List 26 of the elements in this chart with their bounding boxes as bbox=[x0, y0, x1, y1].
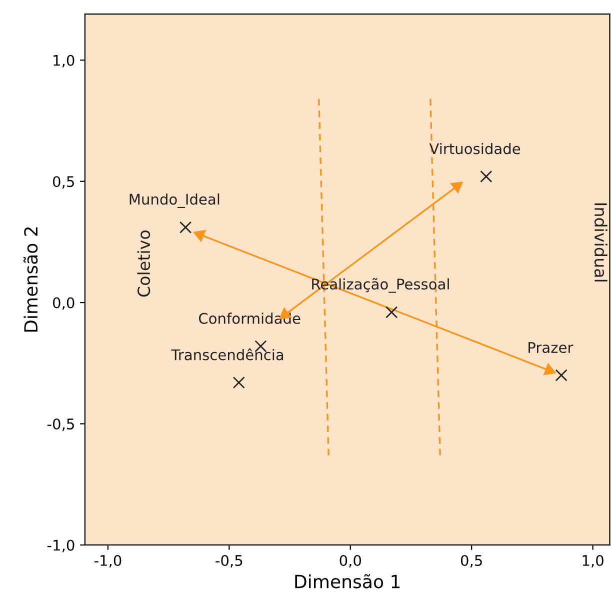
annotation: Conformidade bbox=[198, 312, 300, 324]
x-tick-label: 0,0 bbox=[340, 554, 362, 568]
y-tick-label: 1,0 bbox=[54, 54, 74, 68]
annotation: Prazer bbox=[528, 342, 574, 354]
point bbox=[232, 376, 245, 389]
y-tick-label: 0,0 bbox=[52, 297, 74, 310]
annotation: Coletivo bbox=[137, 230, 150, 297]
x-axis-title: Dimensão 1 bbox=[295, 574, 400, 588]
annotation: Mundo_Ideal bbox=[130, 193, 220, 208]
y-axis-title: Dimensão 2 bbox=[23, 227, 38, 332]
point bbox=[544, 364, 556, 376]
y-tick-label: 0,5 bbox=[52, 176, 74, 189]
annotation: Transcendência bbox=[171, 348, 284, 360]
y-tick-label: -1,0 bbox=[47, 540, 74, 552]
x-tick-label: -0,5 bbox=[216, 554, 242, 568]
point bbox=[386, 306, 398, 318]
x-tick-label: -1,0 bbox=[94, 554, 122, 568]
point bbox=[480, 170, 492, 183]
point bbox=[450, 182, 463, 194]
point bbox=[179, 221, 192, 234]
x-tick-label: 0,5 bbox=[460, 554, 482, 568]
x-tick-label: 1,0 bbox=[582, 554, 604, 568]
point bbox=[555, 369, 568, 382]
y-tick-label: -0,5 bbox=[47, 418, 74, 432]
annotation: Individual bbox=[594, 203, 608, 282]
point bbox=[194, 230, 206, 242]
